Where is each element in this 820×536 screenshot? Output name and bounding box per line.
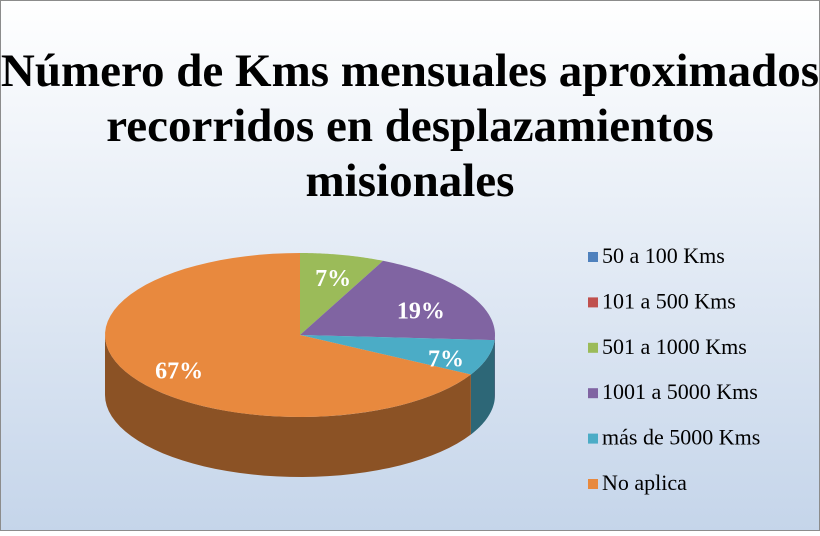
legend-label: 1001 a 5000 Kms xyxy=(602,379,758,404)
legend-swatch xyxy=(588,434,598,444)
legend-label: No aplica xyxy=(602,470,687,495)
data-label: 7% xyxy=(428,346,464,372)
legend-label: más de 5000 Kms xyxy=(602,425,760,450)
legend-swatch xyxy=(588,252,598,262)
data-label: 7% xyxy=(315,266,351,292)
data-label: 19% xyxy=(397,298,445,324)
legend-swatch xyxy=(588,297,598,307)
data-label: 67% xyxy=(155,359,203,385)
legend-label: 101 a 500 Kms xyxy=(602,288,736,313)
legend-label: 50 a 100 Kms xyxy=(602,243,725,268)
legend-swatch xyxy=(588,388,598,398)
legend-swatch xyxy=(588,479,598,489)
legend-swatch xyxy=(588,343,598,353)
legend-label: 501 a 1000 Kms xyxy=(602,334,747,359)
